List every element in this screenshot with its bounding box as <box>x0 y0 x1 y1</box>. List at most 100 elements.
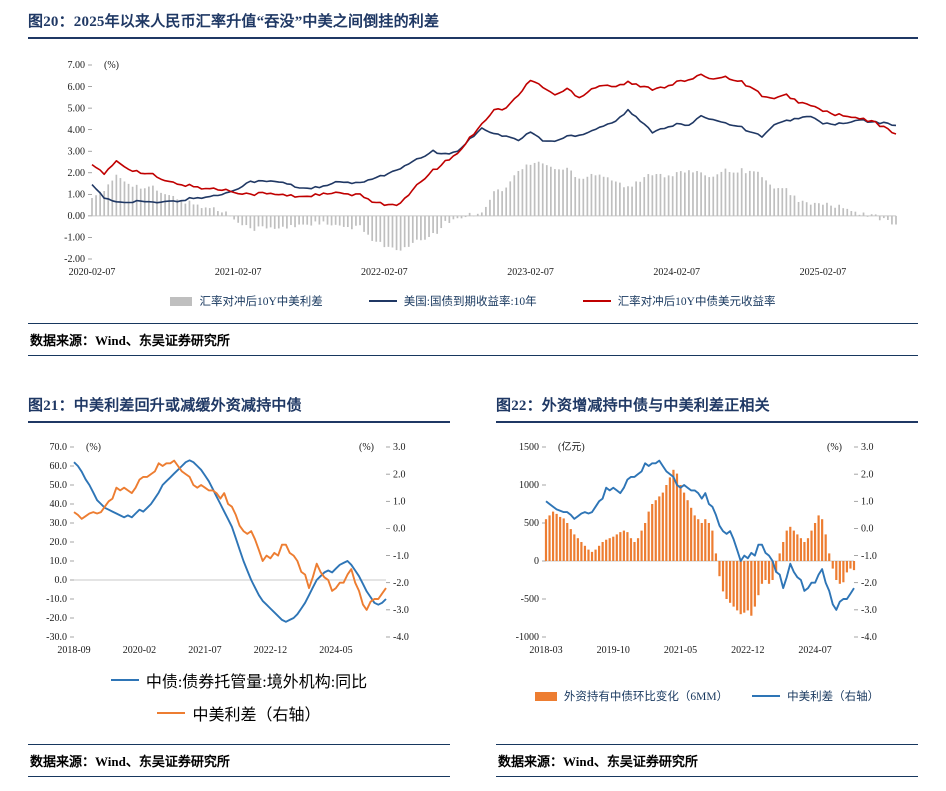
svg-text:40.0: 40.0 <box>50 499 68 510</box>
svg-text:2024-05: 2024-05 <box>319 645 352 656</box>
svg-text:30.0: 30.0 <box>50 518 68 529</box>
figure-21-title: 图21：中美利差回升或减缓外资减持中债 <box>28 398 302 414</box>
svg-text:2021-07: 2021-07 <box>188 645 221 656</box>
svg-text:2018-03: 2018-03 <box>529 645 562 656</box>
orange-line-swatch-icon <box>157 711 186 714</box>
svg-text:1.0: 1.0 <box>393 496 406 507</box>
figure-22-title: 图22：外资增减持中债与中美利差正相关 <box>496 398 770 414</box>
svg-text:0.0: 0.0 <box>393 524 406 535</box>
svg-text:2021-05: 2021-05 <box>664 645 697 656</box>
figure-20-source: 数据来源：Wind、东吴证券研究所 <box>28 323 918 356</box>
svg-text:2.00: 2.00 <box>68 168 86 179</box>
svg-text:(%): (%) <box>827 442 842 453</box>
svg-text:3.0: 3.0 <box>393 442 406 453</box>
legend-item-holdings-change: 外资持有中债环比变化（6MM） <box>534 688 729 704</box>
navy-line-swatch-icon <box>368 300 397 302</box>
svg-text:5.00: 5.00 <box>68 103 86 114</box>
svg-text:2019-10: 2019-10 <box>597 645 630 656</box>
svg-text:-3.0: -3.0 <box>861 605 877 616</box>
red-line-swatch-icon <box>582 300 611 302</box>
figure-22: 图22：外资增减持中债与中美利差正相关 1500 1000 500 0 -500 -100… <box>496 396 918 777</box>
svg-text:2020-02: 2020-02 <box>123 645 156 656</box>
figure-22-chart: 1500 1000 500 0 -500 -1000 3.0 2.0 1.0 0.0 -1.0 -2.… <box>516 440 877 656</box>
svg-text:3.00: 3.00 <box>68 146 86 157</box>
svg-text:4.00: 4.00 <box>68 125 86 136</box>
svg-text:50.0: 50.0 <box>50 480 68 491</box>
svg-text:2021-02-07: 2021-02-07 <box>215 267 262 278</box>
svg-text:-3.0: -3.0 <box>393 605 409 616</box>
figure-21-chart: 70.0 60.0 50.0 40.0 30.0 20.0 10.0 0.0 -10.0 -20.… <box>46 442 409 656</box>
svg-text:-1000: -1000 <box>516 632 539 643</box>
svg-text:20.0: 20.0 <box>50 537 68 548</box>
svg-text:2.0: 2.0 <box>393 469 406 480</box>
svg-text:0.00: 0.00 <box>68 211 86 222</box>
svg-text:2022-02-07: 2022-02-07 <box>361 267 408 278</box>
legend-label: 中债:债券托管量:境外机构:同比 <box>145 673 368 691</box>
svg-text:2023-02-07: 2023-02-07 <box>507 267 554 278</box>
figure-22-title-rule <box>496 421 918 423</box>
legend-label: 中美利差（右轴） <box>787 691 880 703</box>
svg-text:500: 500 <box>524 518 539 529</box>
figure-20-title: 图20：2025年以来人民币汇率升值“吞没”中美之间倒挂的利差 <box>28 14 440 30</box>
svg-text:-2.00: -2.00 <box>64 254 85 265</box>
svg-text:-20.0: -20.0 <box>46 613 67 624</box>
figure-21-title-rule <box>28 421 450 423</box>
svg-text:1.00: 1.00 <box>68 190 86 201</box>
figure-22-legend-row: 外资持有中债环比变化（6MM） 中美利差（右轴） <box>534 688 879 704</box>
gray-bar-swatch-icon <box>170 296 193 306</box>
svg-text:70.0: 70.0 <box>50 442 68 453</box>
blue-line-swatch-icon <box>752 695 781 697</box>
figure-22-chart-area: 1500 1000 500 0 -500 -1000 3.0 2.0 1.0 0.0 -1.0 -2.… <box>496 431 918 663</box>
blue-line-swatch-icon <box>110 678 139 681</box>
legend-item-hedged-spread: 汇率对冲后10Y中美利差 <box>170 293 323 309</box>
svg-text:(%): (%) <box>104 60 119 71</box>
legend-item-spread-right-axis: 中美利差（右轴） <box>752 688 879 704</box>
svg-text:-30.0: -30.0 <box>46 632 67 643</box>
legend-label: 中美利差（右轴） <box>192 706 321 724</box>
legend-item-hedged-yield: 汇率对冲后10Y中债美元收益率 <box>582 293 776 309</box>
svg-text:-10.0: -10.0 <box>46 594 67 605</box>
svg-text:-1.00: -1.00 <box>64 233 85 244</box>
svg-text:-4.0: -4.0 <box>861 632 877 643</box>
svg-text:2.0: 2.0 <box>861 469 874 480</box>
svg-text:2020-02-07: 2020-02-07 <box>69 267 116 278</box>
svg-text:1.0: 1.0 <box>861 496 874 507</box>
svg-text:-2.0: -2.0 <box>861 578 877 589</box>
svg-text:0.0: 0.0 <box>861 524 874 535</box>
figure-20-legend: 汇率对冲后10Y中美利差 美国:国债到期收益率:10年 汇率对冲后10Y中债美元… <box>28 293 918 309</box>
figure-20-chart-area: 7.00 6.00 5.00 4.00 3.00 2.00 1.00 0.00 -1.00 -2.… <box>28 49 918 287</box>
svg-text:0: 0 <box>534 556 539 567</box>
svg-text:7.00: 7.00 <box>68 60 86 71</box>
svg-text:-4.0: -4.0 <box>393 632 409 643</box>
figure-22-legend: 外资持有中债环比变化（6MM） 中美利差（右轴） <box>496 667 918 725</box>
svg-text:1000: 1000 <box>519 480 539 491</box>
bottom-figures-row: 图21：中美利差回升或减缓外资减持中债 70.0 60.0 50.0 40.0 30.0… <box>28 396 918 777</box>
svg-text:2018-09: 2018-09 <box>57 645 90 656</box>
svg-text:2025-02-07: 2025-02-07 <box>800 267 847 278</box>
svg-text:-500: -500 <box>521 594 539 605</box>
legend-label: 美国:国债到期收益率:10年 <box>403 296 537 308</box>
svg-text:2024-02-07: 2024-02-07 <box>653 267 700 278</box>
legend-label: 外资持有中债环比变化（6MM） <box>563 691 729 703</box>
svg-text:0.0: 0.0 <box>55 575 68 586</box>
figure-21: 图21：中美利差回升或减缓外资减持中债 70.0 60.0 50.0 40.0 30.0… <box>28 396 450 777</box>
figure-22-source: 数据来源：Wind、东吴证券研究所 <box>496 744 918 777</box>
svg-text:60.0: 60.0 <box>50 461 68 472</box>
figure-20-chart: 7.00 6.00 5.00 4.00 3.00 2.00 1.00 0.00 -1.00 -2.… <box>64 60 897 278</box>
legend-label: 汇率对冲后10Y中美利差 <box>199 296 323 308</box>
figure-21-legend: 中债:债券托管量:境外机构:同比 中美利差（右轴） <box>28 667 450 725</box>
svg-text:2022-12: 2022-12 <box>731 645 764 656</box>
figure-20: 图20：2025年以来人民币汇率升值“吞没”中美之间倒挂的利差 7.00 6.00… <box>28 12 918 356</box>
svg-text:10.0: 10.0 <box>50 556 68 567</box>
figure-21-chart-area: 70.0 60.0 50.0 40.0 30.0 20.0 10.0 0.0 -10.0 -20.… <box>28 431 450 663</box>
legend-label: 汇率对冲后10Y中债美元收益率 <box>617 296 776 308</box>
svg-text:(%): (%) <box>359 442 374 453</box>
svg-text:-1.0: -1.0 <box>393 551 409 562</box>
svg-text:-2.0: -2.0 <box>393 578 409 589</box>
svg-text:6.00: 6.00 <box>68 82 86 93</box>
legend-item-custody-yoy: 中债:债券托管量:境外机构:同比 <box>110 668 368 692</box>
legend-item-spread-right-axis: 中美利差（右轴） <box>157 701 321 725</box>
svg-text:1500: 1500 <box>519 442 539 453</box>
svg-text:2022-12: 2022-12 <box>254 645 287 656</box>
